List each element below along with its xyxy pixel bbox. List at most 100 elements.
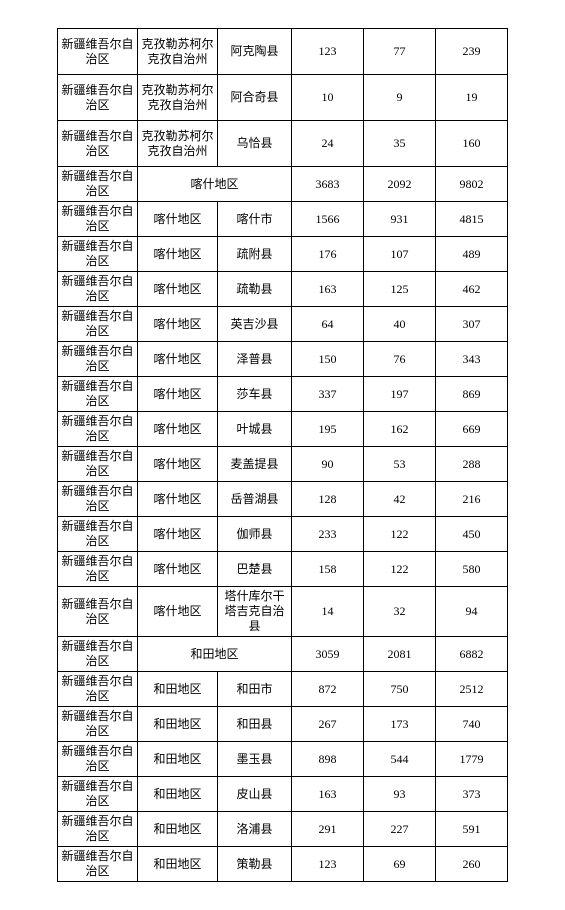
table-cell: 158 [292, 552, 364, 587]
table-cell: 77 [364, 29, 436, 75]
table-row: 新疆维吾尔自治区喀什地区喀什市15669314815 [58, 202, 508, 237]
table-row: 新疆维吾尔自治区喀什地区泽普县15076343 [58, 342, 508, 377]
table-cell: 莎车县 [218, 377, 292, 412]
table-cell: 9 [364, 75, 436, 121]
table-cell: 872 [292, 672, 364, 707]
table-cell: 喀什地区 [138, 587, 218, 637]
table-cell: 163 [292, 777, 364, 812]
table-cell: 122 [364, 517, 436, 552]
table-cell: 343 [436, 342, 508, 377]
table-cell: 新疆维吾尔自治区 [58, 342, 138, 377]
table-cell: 150 [292, 342, 364, 377]
table-row: 新疆维吾尔自治区和田地区和田市8727502512 [58, 672, 508, 707]
table-cell: 4815 [436, 202, 508, 237]
table-cell: 新疆维吾尔自治区 [58, 587, 138, 637]
table-cell: 和田地区 [138, 812, 218, 847]
table-cell: 869 [436, 377, 508, 412]
table-cell: 669 [436, 412, 508, 447]
table-cell: 53 [364, 447, 436, 482]
table-row: 新疆维吾尔自治区喀什地区英吉沙县6440307 [58, 307, 508, 342]
table-row: 新疆维吾尔自治区喀什地区疏勒县163125462 [58, 272, 508, 307]
table-cell: 新疆维吾尔自治区 [58, 812, 138, 847]
table-cell: 喀什地区 [138, 272, 218, 307]
table-row: 新疆维吾尔自治区和田地区皮山县16393373 [58, 777, 508, 812]
table-cell: 泽普县 [218, 342, 292, 377]
table-cell: 疏勒县 [218, 272, 292, 307]
table-cell: 2081 [364, 637, 436, 672]
table-cell: 373 [436, 777, 508, 812]
table-row: 新疆维吾尔自治区喀什地区岳普湖县12842216 [58, 482, 508, 517]
table-cell: 195 [292, 412, 364, 447]
table-cell: 克孜勒苏柯尔克孜自治州 [138, 29, 218, 75]
table-cell: 107 [364, 237, 436, 272]
table-cell: 新疆维吾尔自治区 [58, 75, 138, 121]
table-cell: 新疆维吾尔自治区 [58, 202, 138, 237]
table-cell: 3683 [292, 167, 364, 202]
table-cell: 策勒县 [218, 847, 292, 882]
table-cell: 新疆维吾尔自治区 [58, 517, 138, 552]
table-cell: 阿合奇县 [218, 75, 292, 121]
table-cell: 喀什地区 [138, 482, 218, 517]
table-cell: 新疆维吾尔自治区 [58, 482, 138, 517]
table-cell: 巴楚县 [218, 552, 292, 587]
table-cell: 14 [292, 587, 364, 637]
table-cell: 197 [364, 377, 436, 412]
table-row: 新疆维吾尔自治区喀什地区莎车县337197869 [58, 377, 508, 412]
table-cell: 42 [364, 482, 436, 517]
table-cell: 新疆维吾尔自治区 [58, 672, 138, 707]
table-cell: 898 [292, 742, 364, 777]
table-cell: 塔什库尔干塔吉克自治县 [218, 587, 292, 637]
table-cell: 122 [364, 552, 436, 587]
table-cell: 喀什地区 [138, 517, 218, 552]
table-cell: 新疆维吾尔自治区 [58, 167, 138, 202]
table-cell: 740 [436, 707, 508, 742]
table-cell: 皮山县 [218, 777, 292, 812]
table-cell: 750 [364, 672, 436, 707]
table-row: 新疆维吾尔自治区和田地区和田县267173740 [58, 707, 508, 742]
table-row: 新疆维吾尔自治区和田地区305920816882 [58, 637, 508, 672]
table-cell: 337 [292, 377, 364, 412]
table-cell: 墨玉县 [218, 742, 292, 777]
table-cell: 173 [364, 707, 436, 742]
table-row: 新疆维吾尔自治区克孜勒苏柯尔克孜自治州阿合奇县10919 [58, 75, 508, 121]
table-cell: 227 [364, 812, 436, 847]
table-cell: 喀什地区 [138, 447, 218, 482]
table-cell: 76 [364, 342, 436, 377]
table-row: 新疆维吾尔自治区喀什地区368320929802 [58, 167, 508, 202]
table-cell: 喀什地区 [138, 342, 218, 377]
table-cell: 新疆维吾尔自治区 [58, 707, 138, 742]
table-cell: 克孜勒苏柯尔克孜自治州 [138, 75, 218, 121]
table-cell: 176 [292, 237, 364, 272]
table-cell: 喀什地区 [138, 377, 218, 412]
table-cell: 239 [436, 29, 508, 75]
table-cell: 94 [436, 587, 508, 637]
table-cell: 麦盖提县 [218, 447, 292, 482]
table-cell: 新疆维吾尔自治区 [58, 447, 138, 482]
table-cell: 和田地区 [138, 847, 218, 882]
table-cell: 462 [436, 272, 508, 307]
table-cell: 931 [364, 202, 436, 237]
table-cell: 和田地区 [138, 707, 218, 742]
table-cell: 喀什地区 [138, 202, 218, 237]
table-row: 新疆维吾尔自治区喀什地区巴楚县158122580 [58, 552, 508, 587]
data-table: 新疆维吾尔自治区克孜勒苏柯尔克孜自治州阿克陶县12377239新疆维吾尔自治区克… [57, 28, 508, 882]
table-cell: 2512 [436, 672, 508, 707]
table-cell: 233 [292, 517, 364, 552]
table-cell: 新疆维吾尔自治区 [58, 637, 138, 672]
table-cell: 24 [292, 121, 364, 167]
table-cell: 591 [436, 812, 508, 847]
table-cell: 64 [292, 307, 364, 342]
table-cell: 288 [436, 447, 508, 482]
table-cell: 163 [292, 272, 364, 307]
table-cell: 新疆维吾尔自治区 [58, 121, 138, 167]
table-cell: 喀什地区 [138, 237, 218, 272]
table-cell: 和田地区 [138, 777, 218, 812]
table-cell: 90 [292, 447, 364, 482]
table-cell: 新疆维吾尔自治区 [58, 742, 138, 777]
table-row: 新疆维吾尔自治区喀什地区叶城县195162669 [58, 412, 508, 447]
table-cell: 40 [364, 307, 436, 342]
table-cell: 喀什地区 [138, 167, 292, 202]
table-cell: 125 [364, 272, 436, 307]
table-cell: 阿克陶县 [218, 29, 292, 75]
table-cell: 123 [292, 29, 364, 75]
